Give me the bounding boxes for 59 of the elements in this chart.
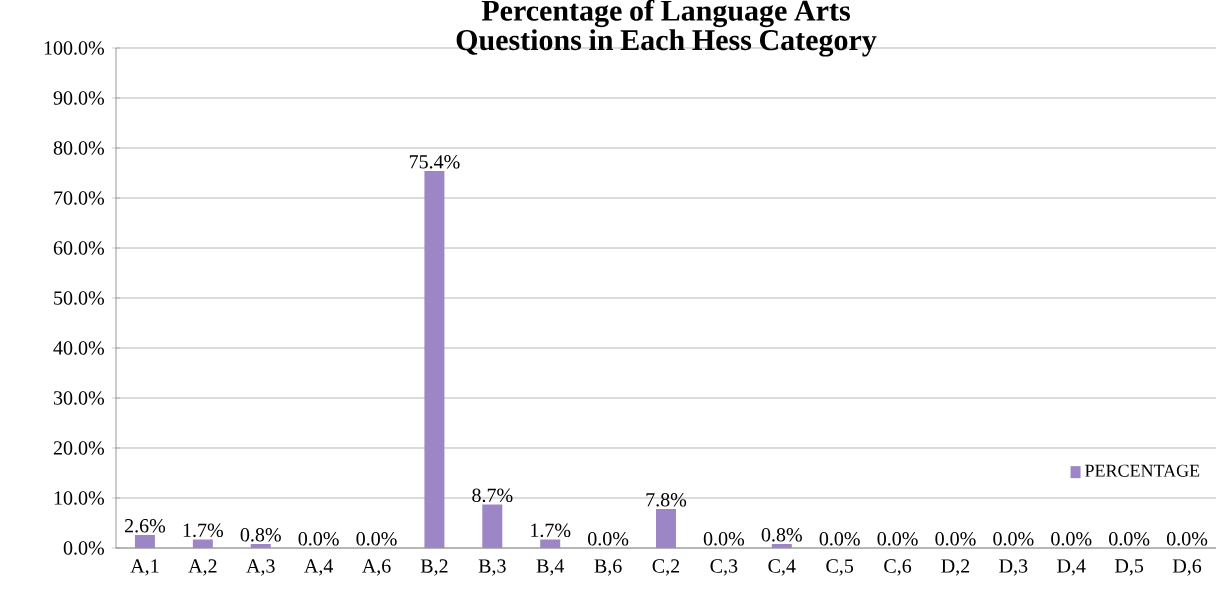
y-tick-label: 90.0% <box>53 91 104 105</box>
x-tick-label: A,4 <box>304 559 334 576</box>
x-tick-label: B,3 <box>478 559 506 576</box>
y-tick-label: 30.0% <box>53 391 104 405</box>
x-tick-label: C,4 <box>768 559 796 576</box>
x-tick-label: D,5 <box>1115 559 1144 576</box>
y-tick-label: 70.0% <box>54 191 104 205</box>
x-tick-label: D,2 <box>941 559 970 576</box>
bar <box>656 509 676 548</box>
x-tick-label: A,2 <box>188 559 217 576</box>
x-tick-label: C,5 <box>826 559 854 576</box>
x-tick-label: B,6 <box>594 559 622 576</box>
data-label: 0.0% <box>703 532 745 546</box>
bar <box>192 539 213 548</box>
data-label: 0.0% <box>1051 532 1092 546</box>
data-label: 0.8% <box>240 528 281 542</box>
bar <box>771 544 792 548</box>
bar <box>482 504 503 548</box>
data-label: 0.0% <box>588 532 629 546</box>
x-tick-label: A,3 <box>246 559 275 576</box>
y-tick-label: 50.0% <box>54 291 104 305</box>
x-tick-label: C,2 <box>652 559 680 576</box>
data-label: 8.7% <box>472 488 513 503</box>
x-tick-label: D,6 <box>1172 559 1202 576</box>
data-label: 0.0% <box>877 532 918 546</box>
bar <box>134 535 155 548</box>
data-label: 0.0% <box>1166 532 1208 546</box>
y-tick-label: 10.0% <box>54 491 104 505</box>
x-tick-label: D,3 <box>999 559 1028 576</box>
legend-label: PERCENTAGE <box>1085 464 1200 477</box>
y-tick-label: 20.0% <box>53 441 104 455</box>
data-label: 0.0% <box>1109 532 1150 546</box>
x-tick-label: C,6 <box>884 559 912 576</box>
bar <box>424 171 445 548</box>
data-label: 1.7% <box>183 523 224 538</box>
data-label: 0.0% <box>298 532 339 546</box>
data-label: 0.0% <box>819 532 860 546</box>
y-tick-label: 0.0% <box>63 541 105 555</box>
bar <box>540 539 561 548</box>
data-label: 0.0% <box>356 532 397 546</box>
data-label: 1.7% <box>531 523 571 538</box>
x-tick-label: D,4 <box>1057 559 1086 576</box>
x-tick-label: B,4 <box>536 559 565 576</box>
y-tick-label: 60.0% <box>53 241 104 255</box>
x-tick-label: C,3 <box>710 559 738 576</box>
bar <box>250 544 271 548</box>
data-label: 0.0% <box>935 532 976 546</box>
x-tick-label: B,2 <box>420 559 448 576</box>
data-label: 2.6% <box>125 519 166 533</box>
data-label: 75.4% <box>409 155 460 169</box>
data-label: 7.8% <box>646 493 687 507</box>
x-tick-label: A,1 <box>130 559 159 576</box>
y-tick-label: 80.0% <box>53 141 104 155</box>
x-tick-label: A,6 <box>361 559 391 576</box>
data-label: 0.0% <box>993 532 1034 546</box>
chart-title: Percentage of Language Arts Questions in Each Hess Category <box>456 0 877 57</box>
y-tick-label: 40.0% <box>53 341 104 355</box>
data-label: 0.8% <box>761 528 802 542</box>
y-tick-label: 100.0% <box>44 41 104 55</box>
